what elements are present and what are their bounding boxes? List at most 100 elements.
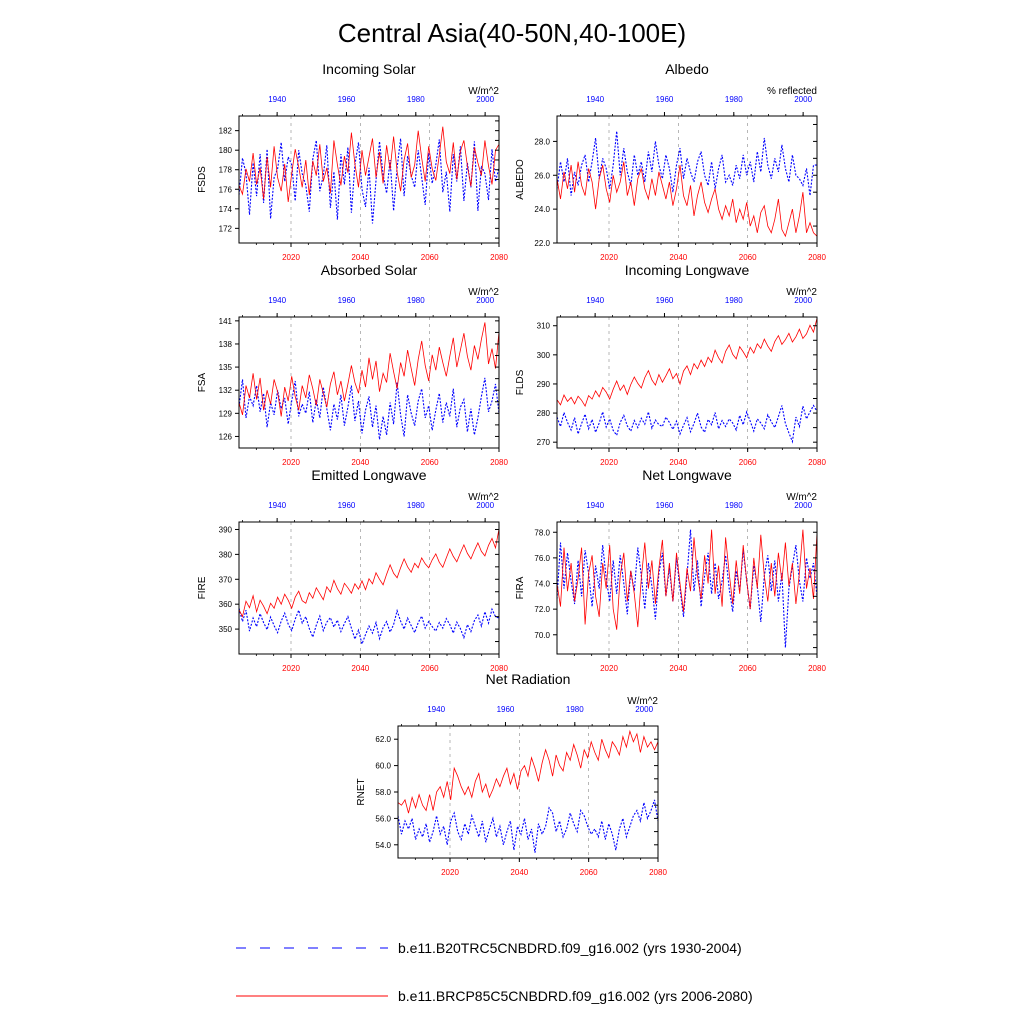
panel-units-fira: W/m^2 [786, 492, 817, 503]
xtick-top-label-albedo-1: 1960 [656, 95, 674, 104]
series-historical-fsa [238, 377, 500, 440]
ytick-label-flds-0: 270 [537, 438, 551, 447]
xtick-top-label-flds-0: 1940 [586, 296, 604, 305]
xtick-top-label-fire-2: 1980 [407, 501, 425, 510]
legend: b.e11.B20TRC5CNBDRD.f09_g16.002 (yrs 193… [236, 940, 753, 1004]
ytick-label-fire-3: 380 [219, 550, 233, 559]
xtick-bottom-label-fire-3: 2080 [490, 664, 508, 673]
xtick-bottom-label-rnet-3: 2080 [649, 868, 667, 877]
xtick-bottom-label-rnet-1: 2040 [510, 868, 528, 877]
panel-title-rnet: Net Radiation [486, 671, 571, 687]
ytick-label-fsa-1: 129 [219, 409, 233, 418]
legend-historical-label: b.e11.B20TRC5CNBDRD.f09_g16.002 (yrs 193… [398, 940, 742, 956]
xtick-bottom-label-albedo-0: 2020 [600, 253, 618, 262]
series-historical-rnet [397, 799, 659, 853]
ytick-label-fsa-5: 141 [219, 317, 233, 326]
series-future-fire [238, 528, 500, 618]
xtick-bottom-label-fsa-3: 2080 [490, 458, 508, 467]
ytick-label-rnet-1: 56.0 [375, 814, 391, 823]
panel-rnet: Net Radiation W/m^2 RNET 54.0 56.0 58.0 60.0 62… [356, 671, 667, 877]
ytick-label-flds-4: 310 [537, 322, 551, 331]
panels-group: Incoming Solar W/m^2 FSDS 172 174 176 178 180 18… [197, 61, 826, 877]
xtick-bottom-label-fsds-0: 2020 [282, 253, 300, 262]
ytick-label-rnet-0: 54.0 [375, 841, 391, 850]
series-future-albedo [556, 161, 818, 238]
xtick-bottom-label-fira-1: 2040 [669, 664, 687, 673]
plot-frame-albedo [556, 115, 818, 244]
ytick-label-fira-0: 70.0 [534, 631, 550, 640]
ytick-label-fsds-2: 176 [219, 185, 233, 194]
xtick-bottom-label-albedo-1: 2040 [669, 253, 687, 262]
plot-frame-flds [556, 316, 818, 449]
xtick-top-label-albedo-2: 1980 [725, 95, 743, 104]
ytick-label-rnet-4: 62.0 [375, 735, 391, 744]
series-historical-albedo [556, 131, 817, 196]
panel-ylabel-albedo: ALBEDO [515, 159, 526, 200]
xtick-bottom-label-albedo-3: 2080 [808, 253, 826, 262]
xtick-bottom-label-fsa-0: 2020 [282, 458, 300, 467]
ytick-label-fsa-4: 138 [219, 340, 233, 349]
xtick-bottom-label-fsds-1: 2040 [351, 253, 369, 262]
plot-frame-fire [238, 521, 500, 655]
xtick-bottom-label-rnet-2: 2060 [580, 868, 598, 877]
series-future-fsa [238, 322, 500, 417]
ytick-label-fire-1: 360 [219, 600, 233, 609]
xtick-bottom-label-fire-1: 2040 [351, 664, 369, 673]
panel-flds: Incoming Longwave W/m^2 FLDS 270 280 290 300 31… [515, 262, 826, 467]
panel-ylabel-rnet: RNET [356, 778, 367, 805]
ytick-label-albedo-0: 22.0 [534, 239, 550, 248]
ytick-label-flds-1: 280 [537, 409, 551, 418]
ytick-label-fire-0: 350 [219, 625, 233, 634]
panel-title-fsds: Incoming Solar [322, 61, 416, 77]
xtick-bottom-label-fira-3: 2080 [808, 664, 826, 673]
panel-units-rnet: W/m^2 [627, 696, 658, 707]
xtick-top-label-flds-2: 1980 [725, 296, 743, 305]
legend-future-label: b.e11.BRCP85C5CNBDRD.f09_g16.002 (yrs 20… [398, 988, 753, 1004]
series-future-fira [556, 529, 818, 630]
panel-units-fsds: W/m^2 [468, 86, 499, 97]
xtick-top-label-fire-3: 2000 [476, 501, 494, 510]
ytick-label-fsds-4: 180 [219, 146, 233, 155]
series-historical-fire [238, 607, 500, 646]
xtick-bottom-label-fira-2: 2060 [739, 664, 757, 673]
panel-ylabel-flds: FLDS [515, 369, 526, 395]
series-future-fsds [238, 126, 500, 203]
xtick-top-label-fsds-2: 1980 [407, 95, 425, 104]
series-historical-fsds [238, 138, 500, 224]
xtick-top-label-fsa-3: 2000 [476, 296, 494, 305]
series-historical-fira [556, 529, 818, 648]
panel-fira: Net Longwave W/m^2 FIRA 70.0 72.0 74.0 76.0 78.… [515, 467, 826, 673]
xtick-top-label-fsds-3: 2000 [476, 95, 494, 104]
xtick-top-label-fira-2: 1980 [725, 501, 743, 510]
xtick-top-label-rnet-3: 2000 [635, 705, 653, 714]
ytick-label-fira-3: 76.0 [534, 554, 550, 563]
panel-albedo: Albedo % reflected ALBEDO 22.0 24.0 26.0 28.0 2… [515, 61, 826, 262]
panel-title-flds: Incoming Longwave [625, 262, 750, 278]
ytick-label-fira-1: 72.0 [534, 605, 550, 614]
xtick-top-label-fira-3: 2000 [794, 501, 812, 510]
xtick-bottom-label-fire-2: 2060 [421, 664, 439, 673]
ytick-label-fsa-0: 126 [219, 432, 233, 441]
xtick-top-label-flds-1: 1960 [656, 296, 674, 305]
xtick-top-label-fsa-2: 1980 [407, 296, 425, 305]
xtick-top-label-rnet-2: 1980 [566, 705, 584, 714]
ytick-label-rnet-3: 60.0 [375, 762, 391, 771]
series-future-rnet [397, 729, 659, 814]
panel-title-albedo: Albedo [665, 61, 709, 77]
xtick-top-label-fira-0: 1940 [586, 501, 604, 510]
xtick-top-label-fsds-0: 1940 [268, 95, 286, 104]
xtick-bottom-label-fsa-2: 2060 [421, 458, 439, 467]
plot-frame-fira [556, 521, 818, 655]
panel-fsds: Incoming Solar W/m^2 FSDS 172 174 176 178 180 18… [197, 61, 508, 262]
ytick-label-flds-3: 300 [537, 351, 551, 360]
ytick-label-flds-2: 290 [537, 380, 551, 389]
xtick-top-label-albedo-0: 1940 [586, 95, 604, 104]
ytick-label-fsa-2: 132 [219, 386, 233, 395]
xtick-top-label-rnet-0: 1940 [427, 705, 445, 714]
ytick-label-fsa-3: 135 [219, 363, 233, 372]
panel-fsa: Absorbed Solar W/m^2 FSA 126 129 132 135 138 141… [197, 262, 508, 467]
xtick-top-label-fira-1: 1960 [656, 501, 674, 510]
ytick-label-fsds-3: 178 [219, 166, 233, 175]
xtick-top-label-fire-0: 1940 [268, 501, 286, 510]
